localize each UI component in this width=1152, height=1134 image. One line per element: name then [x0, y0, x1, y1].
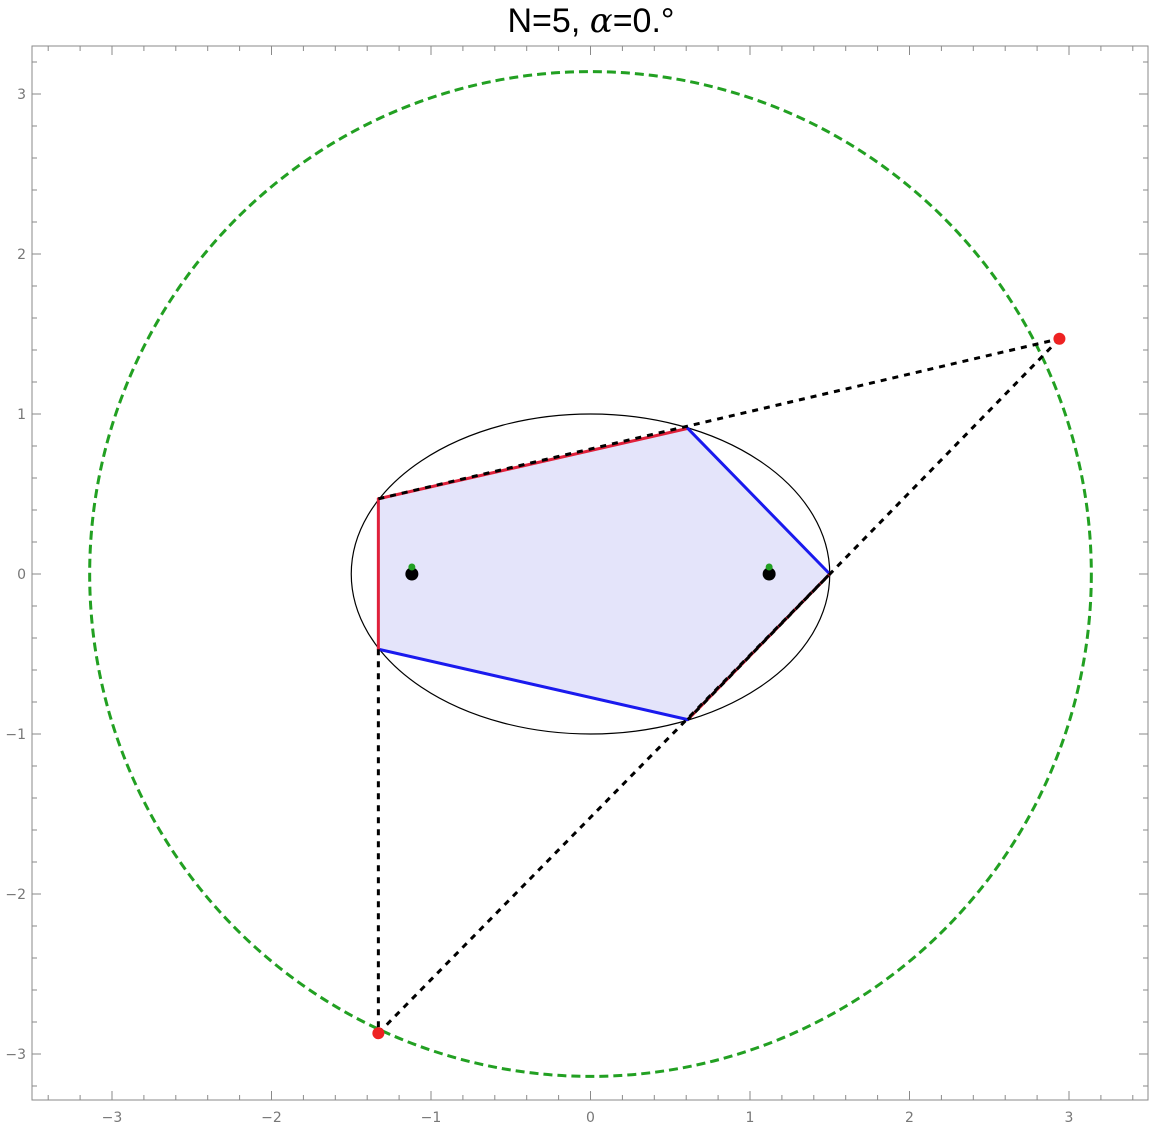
points-layer: [372, 332, 1066, 1040]
y-tick-label: 3: [17, 87, 26, 103]
y-tick-label: −2: [5, 887, 26, 903]
polygon-edge: [376, 647, 690, 722]
y-tick-label: −1: [5, 727, 26, 743]
y-tick-label: 0: [17, 567, 26, 583]
shapes-layer: [88, 70, 1093, 1078]
x-tick-label: 0: [586, 1110, 595, 1126]
chart-title: N=5, α=0.°: [0, 0, 1152, 42]
tangent-dashed-line: [378, 337, 1060, 501]
y-tick-label: 1: [17, 407, 26, 423]
y-tick-label: 2: [17, 247, 26, 263]
y-tick-label: −3: [5, 1047, 26, 1063]
outer-circle: [88, 70, 1093, 1078]
focus-green-dot: [765, 563, 773, 571]
title-suffix: =0.°: [612, 2, 675, 40]
tangent-dashed-line: [686, 337, 1061, 721]
title-symbol: α: [589, 1, 613, 41]
x-tick-label: 1: [746, 1110, 755, 1126]
x-tick-label: −2: [261, 1110, 282, 1126]
focus-green-dot: [408, 563, 416, 571]
lines-layer: [376, 337, 1061, 1035]
ticks-layer: −3 −2 −1 0 1 2 3 −3 −2 −1 0 1 2 3: [5, 46, 1148, 1126]
x-tick-label: −3: [102, 1110, 123, 1126]
focus-point: [405, 567, 419, 581]
x-tick-label: 3: [1065, 1110, 1074, 1126]
title-prefix: N=5,: [507, 2, 590, 40]
outer-red-point: [372, 1027, 385, 1040]
x-tick-label: −1: [421, 1110, 442, 1126]
polygon-fill: [378, 428, 830, 720]
x-tick-label: 2: [905, 1110, 914, 1126]
polygon-edge: [686, 426, 832, 576]
outer-red-point: [1053, 332, 1066, 345]
focus-point: [762, 567, 776, 581]
